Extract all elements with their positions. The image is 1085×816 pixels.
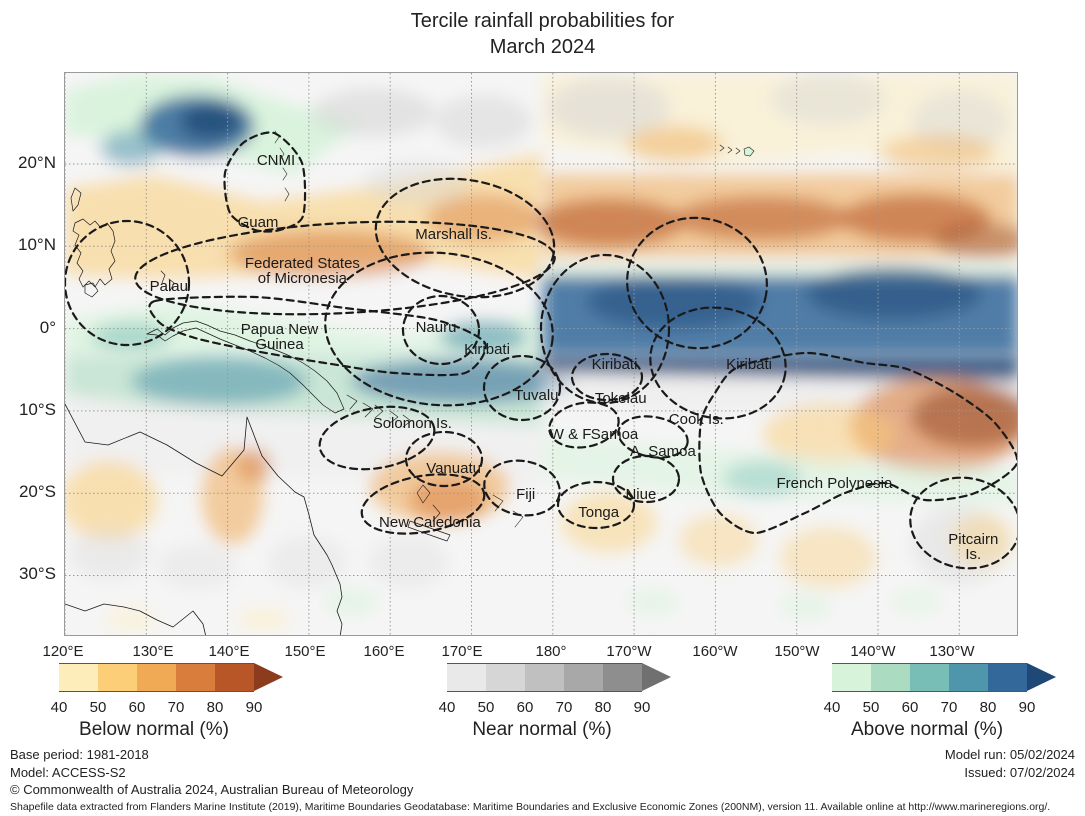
svg-text:Tokelau: Tokelau xyxy=(595,390,647,407)
svg-text:French Polynesia: French Polynesia xyxy=(776,475,893,492)
svg-text:Fiji: Fiji xyxy=(516,486,535,503)
svg-text:Palau: Palau xyxy=(150,278,188,295)
svg-text:Niue: Niue xyxy=(625,486,656,503)
svg-text:Kiribati: Kiribati xyxy=(464,341,510,358)
svg-text:Is.: Is. xyxy=(965,546,981,563)
svg-text:of Micronesia: of Micronesia xyxy=(258,270,348,287)
svg-text:A. Samoa: A. Samoa xyxy=(630,443,697,460)
svg-text:Cook Is.: Cook Is. xyxy=(669,411,724,428)
svg-text:W & F: W & F xyxy=(550,426,592,443)
svg-text:Solomon Is.: Solomon Is. xyxy=(373,415,452,432)
svg-text:Tonga: Tonga xyxy=(578,504,620,521)
svg-text:Guam: Guam xyxy=(238,214,279,231)
svg-text:New Caledonia: New Caledonia xyxy=(379,514,481,531)
svg-text:Samoa: Samoa xyxy=(591,426,639,443)
svg-text:Kiribati: Kiribati xyxy=(592,356,638,373)
svg-text:Kiribati: Kiribati xyxy=(726,356,772,373)
svg-text:Nauru: Nauru xyxy=(416,319,457,336)
svg-text:Vanuatu: Vanuatu xyxy=(426,460,481,477)
svg-text:Tuvalu: Tuvalu xyxy=(514,387,558,404)
svg-text:CNMI: CNMI xyxy=(257,152,295,169)
svg-text:Marshall Is.: Marshall Is. xyxy=(415,226,492,243)
svg-text:Guinea: Guinea xyxy=(255,336,304,353)
